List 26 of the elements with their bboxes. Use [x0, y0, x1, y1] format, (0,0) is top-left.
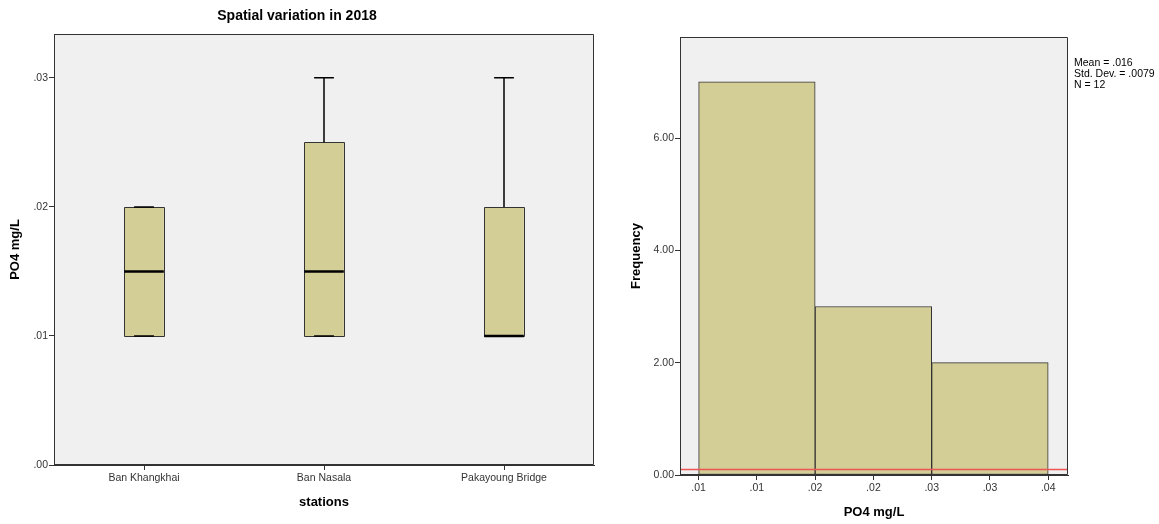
y-tick-label: .03 — [33, 70, 49, 83]
x-tick-label: .01 — [691, 481, 707, 494]
x-tick-label: .02 — [866, 481, 881, 494]
y-tick-label: 4.00 — [653, 243, 675, 256]
x-tick-label: Ban Nasala — [296, 471, 352, 484]
x-tick-label: .03 — [924, 481, 940, 494]
y-axis-title: Frequency — [628, 222, 644, 289]
text: Mean = .016 — [1074, 55, 1133, 68]
x-tick-label: Pakayoung Bridge — [461, 471, 548, 484]
chart-title: Spatial variation in 2018 — [217, 7, 377, 24]
y-tick-label: .00 — [33, 457, 49, 470]
y-tick-label: 6.00 — [653, 130, 675, 143]
x-tick-label: .01 — [749, 481, 765, 494]
x-tick-label: .04 — [1040, 481, 1056, 494]
y-tick-label: 2.00 — [653, 355, 675, 368]
text: N = 12 — [1074, 77, 1106, 90]
x-axis-title: PO4 mg/L — [843, 503, 905, 519]
y-tick-label: .02 — [33, 199, 49, 212]
text: Std. Dev. = .0079 — [1074, 66, 1155, 79]
y-tick-label: 0.00 — [653, 467, 675, 480]
y-axis-title: PO4 mg/L — [7, 219, 23, 280]
y-tick-label: .01 — [33, 328, 49, 341]
x-tick-label: .03 — [982, 481, 998, 494]
x-tick-label: .02 — [807, 481, 823, 494]
x-axis-title: stations — [299, 493, 349, 509]
x-tick-label: Ban Khangkhai — [108, 471, 180, 484]
